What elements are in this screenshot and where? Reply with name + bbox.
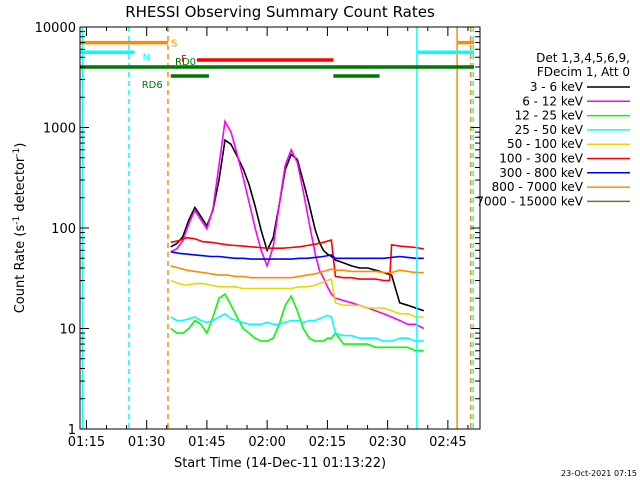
series-layer xyxy=(170,118,425,352)
x-tick-label: 02:30 xyxy=(369,435,406,450)
series-line-25-50-kev xyxy=(170,312,424,342)
y-tick-label: 1000 xyxy=(43,122,76,137)
legend-header-line-2: FDecim 1, Att 0 xyxy=(537,65,630,79)
x-tick-label: 01:15 xyxy=(68,435,105,450)
axis-ticks xyxy=(80,26,480,430)
legend-label-25-50-kev: 25 - 50 keV xyxy=(515,123,584,137)
state-bar-label-n: N xyxy=(143,52,150,63)
legend-label-3-6-kev: 3 - 6 keV xyxy=(530,80,584,94)
legend-label-7000-15000-kev: 7000 - 15000 keV xyxy=(476,194,583,208)
state-bar-label-rd0: RD0 xyxy=(175,57,196,68)
y-label-part-2: detector xyxy=(13,156,28,216)
legend-label-12-25-kev: 12 - 25 keV xyxy=(515,109,584,123)
legend-label-800-7000-kev: 800 - 7000 keV xyxy=(492,180,584,194)
legend-header-line-1: Det 1,3,4,5,6,9, xyxy=(536,51,630,65)
state-bar-label-rd6: RD6 xyxy=(142,80,163,91)
x-tick-label: 01:30 xyxy=(128,435,165,450)
axis-tick-labels: 01:15 01:30 01:45 02:00 02:15 02:30 02:45 1 10 10… xyxy=(35,21,467,450)
legend-label-300-800-kev: 300 - 800 keV xyxy=(499,166,583,180)
series-line-6-12-kev xyxy=(170,118,425,330)
y-tick-label: 1 xyxy=(68,423,76,438)
render-timestamp: 23-Oct-2021 07:15 xyxy=(561,469,637,478)
series-line-300-800-kev xyxy=(170,251,424,260)
legend-label-6-12-kev: 6 - 12 keV xyxy=(522,94,584,108)
plot-frame xyxy=(79,26,481,430)
state-bar-label-f: F xyxy=(181,54,187,65)
x-axis-label: Start Time (14-Dec-11 01:13:22) xyxy=(174,456,386,471)
y-axis-label: Count Rate (s-1 detector-1) xyxy=(12,143,28,314)
x-tick-label: 02:15 xyxy=(309,435,346,450)
chart-title: RHESSI Observing Summary Count Rates xyxy=(125,3,435,21)
y-label-part-1: Count Rate (s xyxy=(13,225,28,314)
legend: Det 1,3,4,5,6,9, FDecim 1, Att 0 3 - 6 k… xyxy=(476,51,630,208)
y-tick-label: 100 xyxy=(51,222,76,237)
series-line-100-300-kev xyxy=(170,236,424,282)
series-line-800-7000-kev xyxy=(170,265,424,279)
x-tick-label: 01:45 xyxy=(188,435,225,450)
y-tick-label: 10000 xyxy=(35,21,76,36)
series-line-50-100-kev xyxy=(170,278,424,318)
y-tick-label: 10 xyxy=(59,323,76,338)
legend-label-100-300-kev: 100 - 300 keV xyxy=(499,152,583,166)
y-label-part-3: ) xyxy=(13,143,28,148)
state-bar-label-s: S xyxy=(171,39,177,50)
legend-label-50-100-kev: 50 - 100 keV xyxy=(507,137,584,151)
y-label-exp-1: -1 xyxy=(12,216,22,225)
series-line-12-25-kev xyxy=(170,292,424,352)
x-tick-label: 02:45 xyxy=(429,435,466,450)
x-tick-label: 02:00 xyxy=(248,435,285,450)
y-label-exp-2: -1 xyxy=(12,148,22,157)
